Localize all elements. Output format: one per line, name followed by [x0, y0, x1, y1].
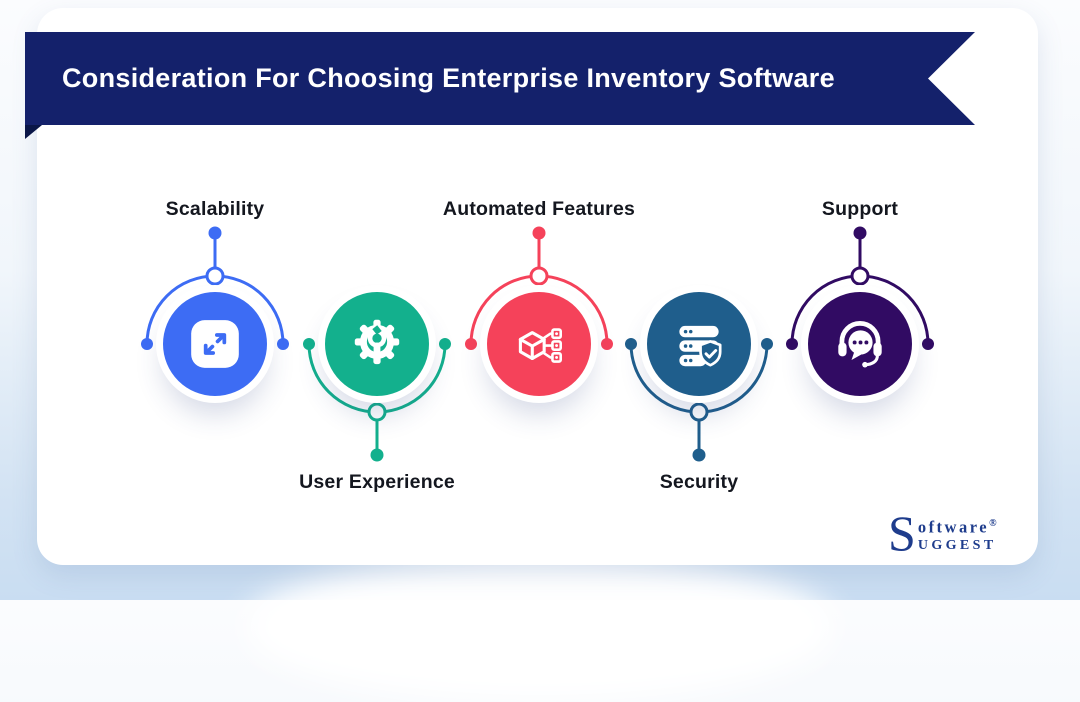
headset-chat-icon: [838, 321, 882, 368]
scalability-circle: [163, 292, 267, 396]
automated-features-circle: [487, 292, 591, 396]
item-label: Support: [821, 198, 899, 220]
item-label: Security: [659, 471, 739, 493]
security-circle: [647, 292, 751, 396]
gear-wrench-icon: [354, 319, 400, 365]
user-experience-circle: [325, 292, 429, 396]
softwaresuggest-logo: S oftware® UGGEST: [888, 505, 997, 561]
expand-arrows-icon: [191, 320, 239, 368]
server-shield-icon: [679, 325, 722, 367]
item-label: User Experience: [299, 471, 455, 493]
registered-mark: ®: [989, 518, 997, 529]
item-user-experience: User Experience: [277, 190, 477, 500]
item-label: Automated Features: [442, 198, 636, 220]
bottom-white-curve: [245, 552, 835, 702]
logo-word-top: oftware®: [917, 517, 997, 537]
item-support: Support: [760, 190, 960, 500]
item-label: Scalability: [165, 198, 265, 220]
cube-network-icon: [518, 328, 562, 363]
item-security: Security: [599, 190, 799, 500]
logo-word-bottom: UGGEST: [917, 537, 997, 553]
page-title: Consideration For Choosing Enterprise In…: [62, 63, 835, 93]
infographic-canvas: Consideration For Choosing Enterprise In…: [25, 32, 997, 561]
logo-initial: S: [888, 505, 916, 561]
title-banner: Consideration For Choosing Enterprise In…: [25, 32, 975, 125]
support-circle: [808, 292, 912, 396]
